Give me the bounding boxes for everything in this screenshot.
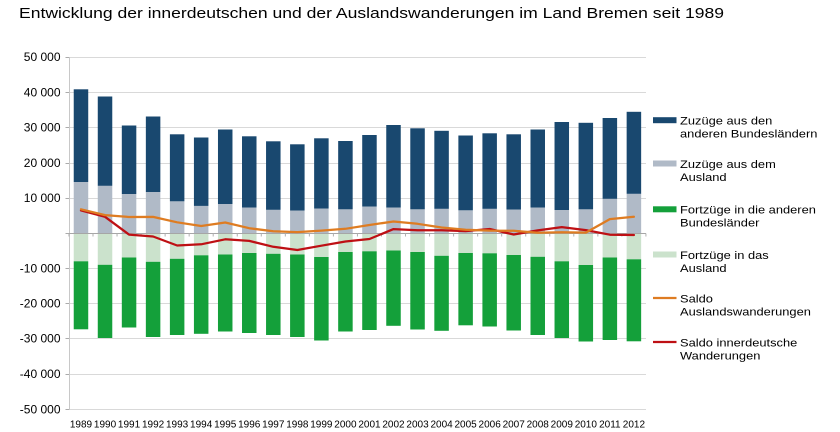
svg-text:50 000: 50 000 [24,50,61,64]
svg-text:2011: 2011 [599,419,621,430]
svg-text:2007: 2007 [503,419,526,430]
svg-text:1993: 1993 [166,419,189,430]
svg-text:1992: 1992 [142,419,165,430]
svg-text:1991: 1991 [118,419,141,430]
svg-text:30 000: 30 000 [24,120,61,134]
svg-text:1995: 1995 [214,419,237,430]
svg-text:Bundesländer: Bundesländer [680,218,760,230]
svg-text:2009: 2009 [551,419,574,430]
svg-text:2010: 2010 [575,419,598,430]
svg-text:2000: 2000 [334,419,357,430]
svg-text:-10 000: -10 000 [20,261,61,275]
svg-text:2001: 2001 [358,419,381,430]
svg-text:1999: 1999 [310,419,333,430]
svg-text:Wanderungen: Wanderungen [680,350,760,362]
svg-text:1997: 1997 [262,419,285,430]
svg-text:-30 000: -30 000 [20,331,61,345]
svg-text:1994: 1994 [190,419,213,430]
svg-text:2004: 2004 [430,419,453,430]
svg-text:-20 000: -20 000 [20,296,61,310]
svg-text:1998: 1998 [286,419,309,430]
svg-text:Zuzüge aus dem: Zuzüge aus dem [680,159,776,171]
svg-text:2012: 2012 [623,419,646,430]
svg-text:1989: 1989 [70,419,93,430]
svg-text:2005: 2005 [454,419,477,430]
svg-text:Zuzüge aus den: Zuzüge aus den [680,116,772,128]
svg-text:-40 000: -40 000 [20,367,61,381]
svg-text:Ausland: Ausland [680,172,727,184]
svg-text:Fortzüge in die anderen: Fortzüge in die anderen [680,205,816,217]
svg-text:1996: 1996 [238,419,261,430]
svg-text:Fortzüge in das: Fortzüge in das [680,250,769,262]
svg-text:40 000: 40 000 [24,85,61,99]
svg-text:Saldo innerdeutsche: Saldo innerdeutsche [680,337,797,349]
svg-text:20 000: 20 000 [24,156,61,170]
svg-text:1990: 1990 [94,419,117,430]
svg-text:2008: 2008 [527,419,550,430]
svg-text:Saldo: Saldo [680,293,713,305]
svg-text:2006: 2006 [479,419,502,430]
svg-text:-50 000: -50 000 [20,402,61,416]
svg-text:Auslandswanderungen: Auslandswanderungen [680,306,811,318]
svg-text:Entwicklung der innerdeutschen: Entwicklung der innerdeutschen und der A… [19,5,724,22]
svg-text:anderen Bundesländern: anderen Bundesländern [680,129,817,141]
svg-text:Ausland: Ausland [680,263,727,275]
svg-text:2002: 2002 [382,419,405,430]
svg-text:10 000: 10 000 [24,191,61,205]
svg-text:2003: 2003 [406,419,429,430]
